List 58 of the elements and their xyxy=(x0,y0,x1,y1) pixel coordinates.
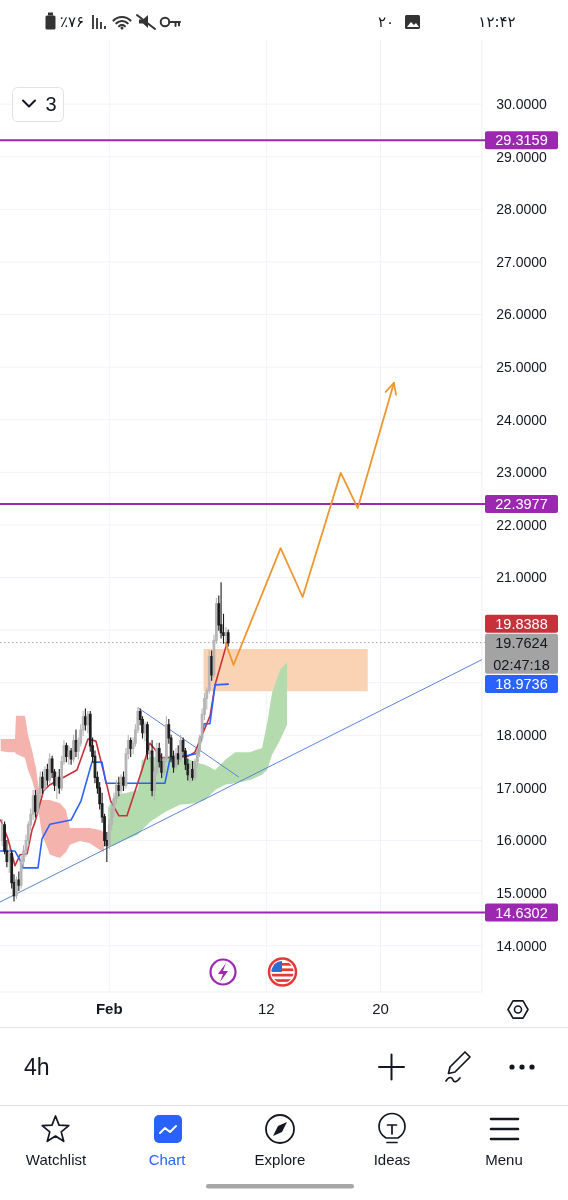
candlestick xyxy=(191,761,194,781)
ref-line-label: 14.6302 xyxy=(495,904,548,921)
text: Explore xyxy=(254,1151,306,1169)
x-tick-label: 12 xyxy=(258,1000,275,1018)
candlestick xyxy=(74,729,78,757)
line-series xyxy=(0,683,230,869)
y-tick-label: 26.0000 xyxy=(496,306,548,323)
text: ٪۷۶ xyxy=(60,13,85,32)
annotation: 3 xyxy=(45,93,57,115)
text: 18.9736 xyxy=(495,676,548,693)
y-tick-label: 22.0000 xyxy=(496,516,548,533)
candlestick xyxy=(17,871,21,892)
y-tick-label: 21.0000 xyxy=(496,569,548,586)
candlestick xyxy=(224,626,228,642)
candlestick xyxy=(72,734,75,763)
text: ۱۲:۴۲ xyxy=(478,13,516,32)
text: 19.8388 xyxy=(495,615,548,632)
y-tick-label: 25.0000 xyxy=(496,359,548,376)
candlestick xyxy=(176,745,180,765)
candlestick xyxy=(143,721,147,742)
y-tick-label: 24.0000 xyxy=(496,411,548,428)
text: Menu xyxy=(485,1151,523,1169)
y-tick-label: 17.0000 xyxy=(496,779,548,796)
y-tick-label: 18.0000 xyxy=(496,727,548,744)
candlestick xyxy=(57,768,61,794)
candlestick xyxy=(7,847,11,873)
ref-line-label: 22.3977 xyxy=(495,496,548,513)
candlestick xyxy=(119,774,123,794)
candlestick xyxy=(148,745,152,763)
y-tick-label: 29.0000 xyxy=(496,148,548,165)
text: ۲۰ xyxy=(377,13,395,32)
y-tick-label: 14.0000 xyxy=(496,937,548,954)
x-tick-label: 20 xyxy=(372,1000,389,1018)
text: 02:47:18 xyxy=(493,656,550,673)
candlestick xyxy=(86,711,90,734)
y-tick-label: 15.0000 xyxy=(496,885,548,902)
candlestick xyxy=(122,771,125,792)
candlestick xyxy=(46,763,49,786)
ref-line-label: 19.7624 xyxy=(495,634,548,651)
y-tick-label: 27.0000 xyxy=(496,253,548,270)
text: 4h xyxy=(24,1054,50,1081)
candlestick xyxy=(55,771,59,799)
y-tick-label: 28.0000 xyxy=(496,201,548,218)
text: Ideas xyxy=(373,1151,411,1169)
candlestick xyxy=(15,876,18,899)
x-tick-label: Feb xyxy=(95,1000,123,1018)
candlestick xyxy=(146,721,149,760)
text: Watchlist xyxy=(25,1151,87,1169)
candlestick xyxy=(0,818,4,847)
candlestick xyxy=(65,742,68,763)
candlestick xyxy=(41,771,44,794)
text: Chart xyxy=(148,1151,187,1169)
y-tick-label: 23.0000 xyxy=(496,464,548,481)
candlestick xyxy=(84,708,87,731)
candlestick xyxy=(226,629,230,647)
y-tick-label: 16.0000 xyxy=(496,832,548,849)
ref-line-label: 29.3159 xyxy=(495,132,548,149)
y-tick-label: 30.0000 xyxy=(496,96,548,113)
